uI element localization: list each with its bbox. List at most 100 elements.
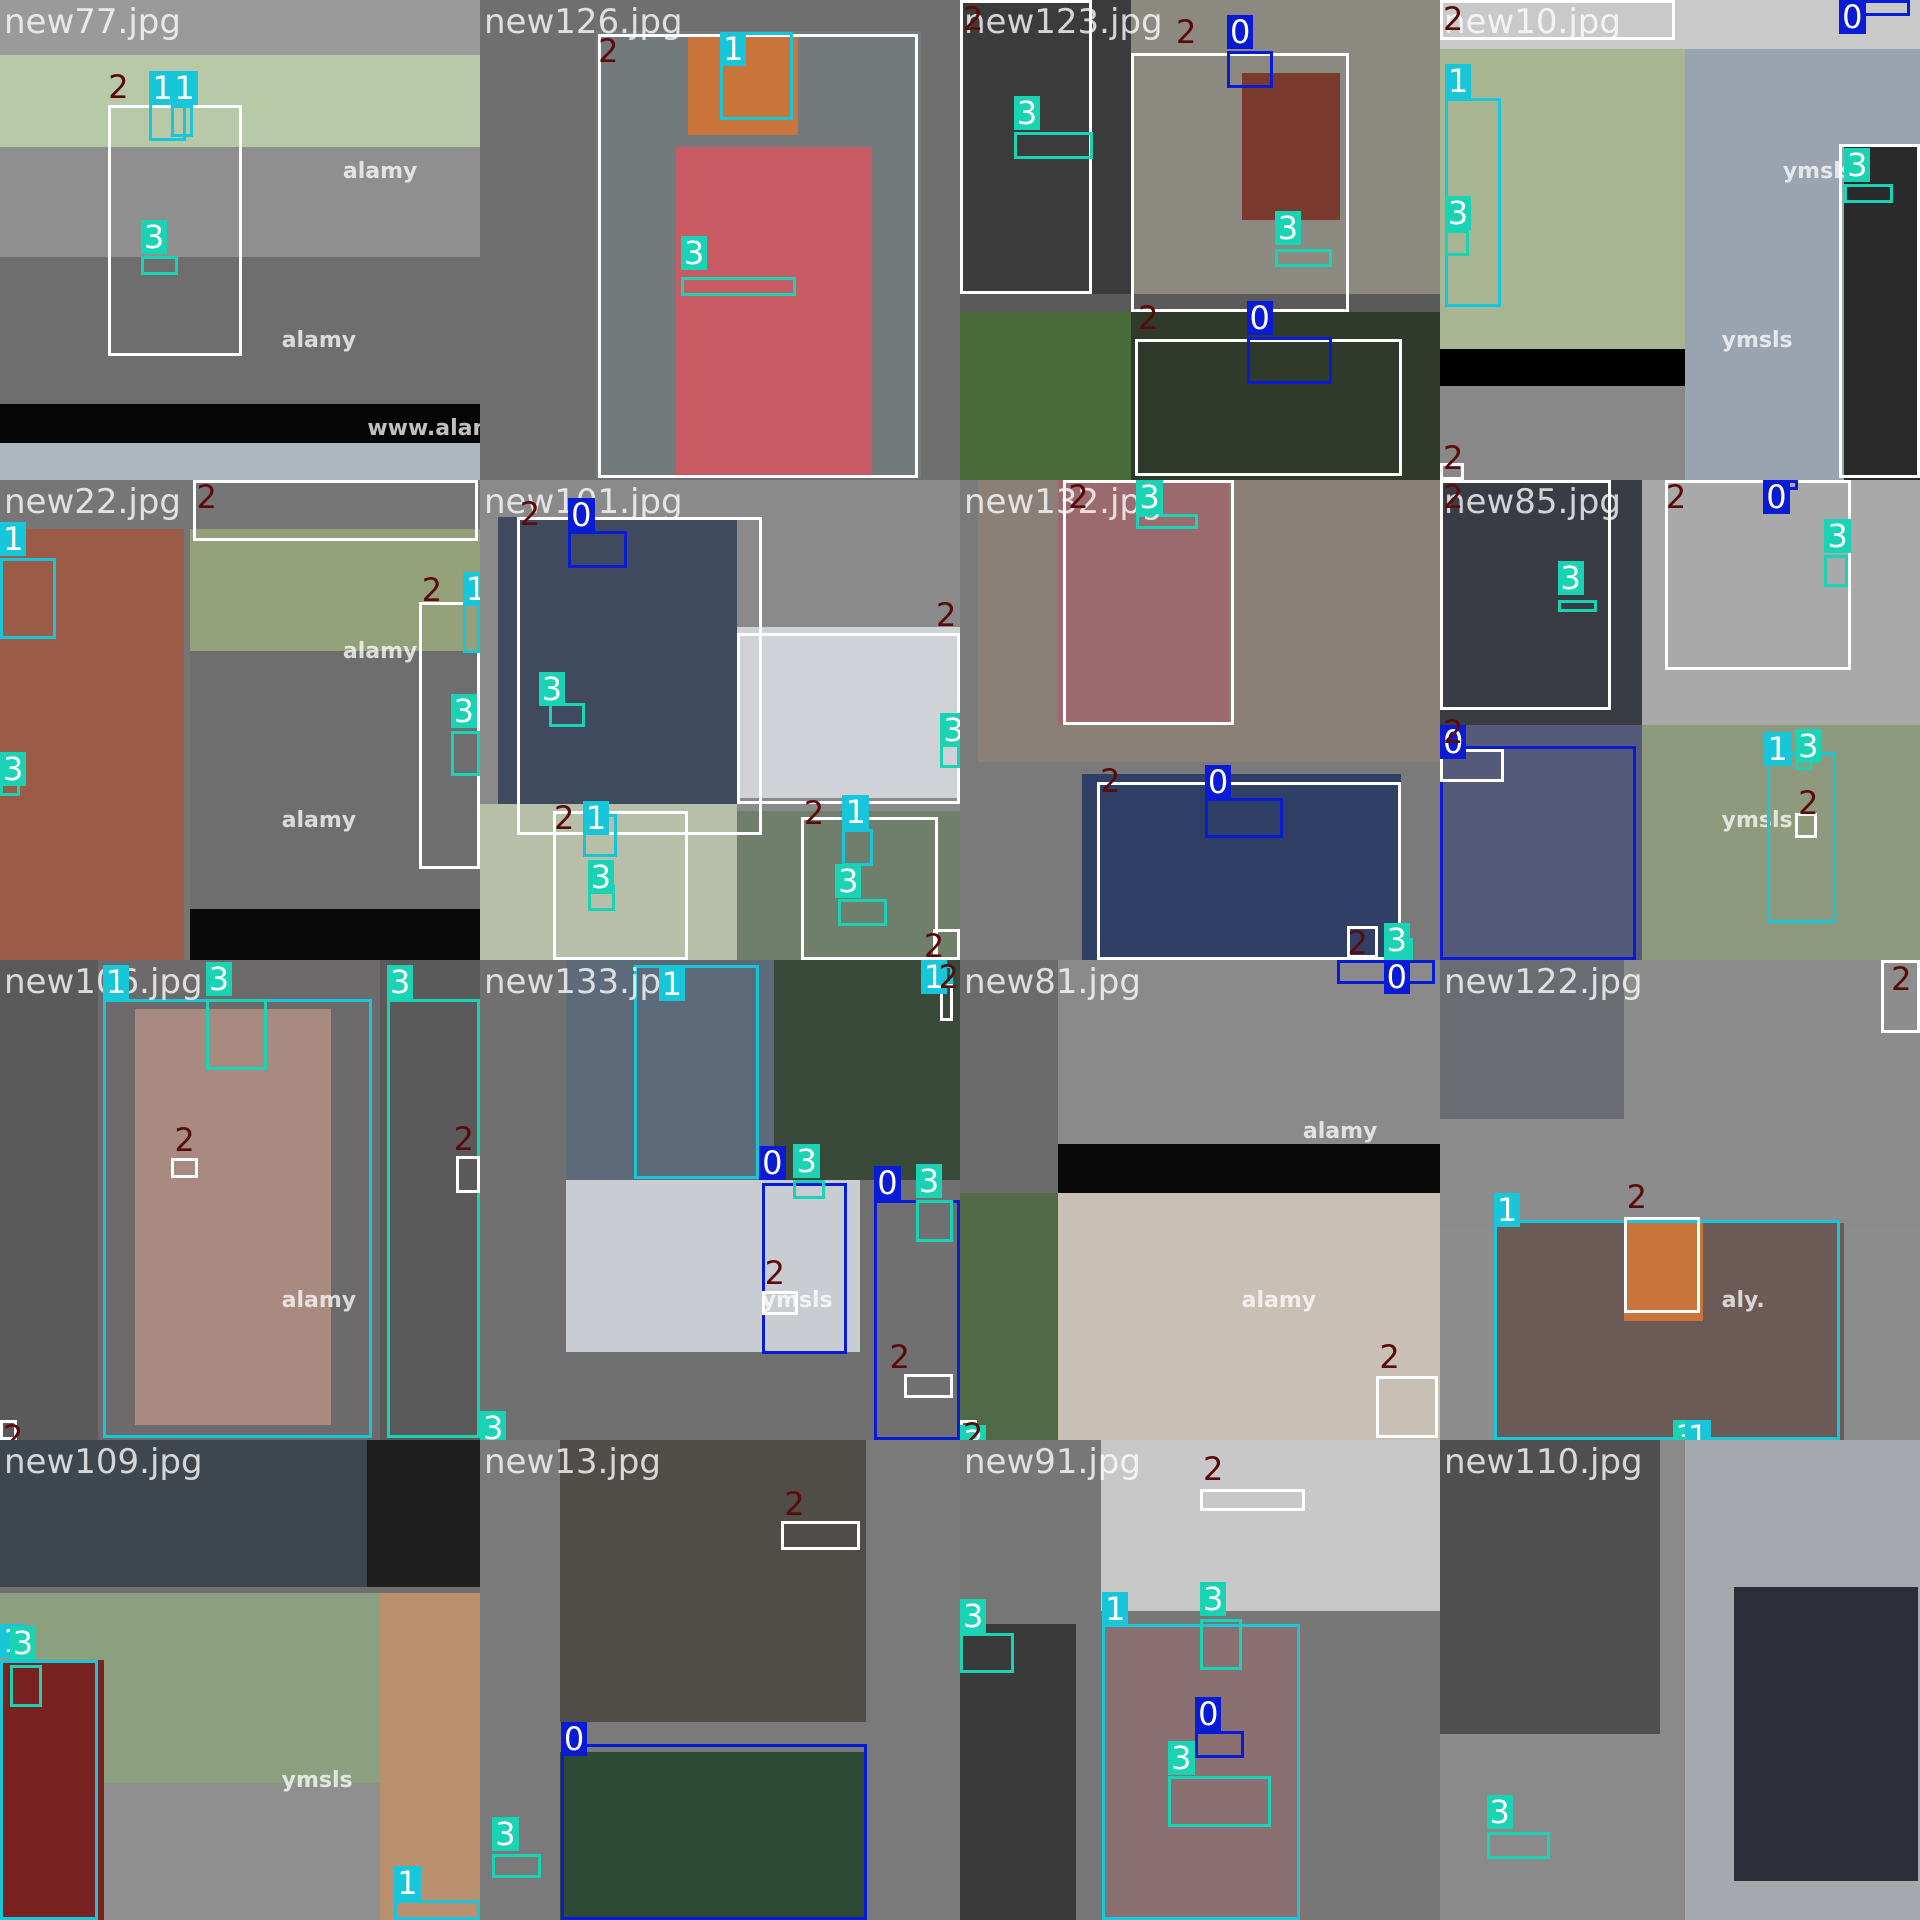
mosaic-tile: new101.jpg203232132132 xyxy=(480,480,960,960)
bbox-class-2 xyxy=(597,34,919,478)
photo-region xyxy=(1440,960,1624,1120)
bbox-class-0 xyxy=(1246,336,1333,385)
bbox-class-label: 2 xyxy=(1443,0,1464,39)
watermark-text: alamy xyxy=(1302,1119,1378,1145)
bbox-class-1 xyxy=(394,1900,480,1920)
bbox-class-1 xyxy=(462,602,480,653)
bbox-class-label: 3 xyxy=(1274,210,1302,245)
photo-region xyxy=(1440,385,1685,480)
bbox-class-label: 2 xyxy=(519,495,541,534)
bbox-class-label: 2 xyxy=(803,793,825,832)
watermark-text: www.alamy.com xyxy=(367,416,480,442)
photo-region xyxy=(559,1752,866,1920)
bbox-class-label: 2 xyxy=(421,571,443,610)
bbox-class-2 xyxy=(1200,1488,1306,1511)
bbox-class-1 xyxy=(842,828,874,866)
mosaic-tile: new85.jpg ymsls 2 3 2 0 3 0 2 1 3 2 xyxy=(1440,480,1920,960)
bbox-class-label: 1 xyxy=(1684,1420,1712,1440)
bbox-class-3 xyxy=(1274,248,1333,267)
bbox-class-3 xyxy=(1486,1831,1551,1859)
bbox-class-label: 3 xyxy=(1844,148,1871,183)
photo-region xyxy=(367,1440,480,1587)
bbox-class-label: 2 xyxy=(1798,784,1819,823)
bbox-class-label: 2 xyxy=(1176,12,1197,51)
bbox-class-label: 2 xyxy=(963,0,984,39)
mosaic-tile: new10.jpgymslsymsls2132203 xyxy=(1440,0,1920,480)
tile-filename: new91.jpg xyxy=(964,1442,1141,1482)
bbox-class-3 xyxy=(960,1633,1014,1673)
bbox-class-1 xyxy=(1493,1219,1841,1440)
photo-region xyxy=(1057,960,1440,1144)
bbox-class-3 xyxy=(680,276,796,297)
bbox-class-2 xyxy=(553,810,689,960)
bbox-class-label: 2 xyxy=(963,1415,984,1440)
bbox-class-label: 2 xyxy=(784,1484,805,1523)
bbox-class-label: 3 xyxy=(587,859,615,894)
photo-region xyxy=(737,626,960,799)
bbox-class-label: 3 xyxy=(205,962,233,997)
photo-region xyxy=(1241,73,1340,221)
photo-region xyxy=(1440,348,1685,386)
bbox-class-label: 0 xyxy=(874,1165,901,1200)
bbox-class-0 xyxy=(1440,745,1636,960)
bbox-class-3 xyxy=(837,898,887,926)
photo-region xyxy=(189,908,480,960)
mosaic-tile: new126.jpg 2 1 3 xyxy=(480,0,960,480)
bbox-class-label: 2 xyxy=(1665,480,1687,516)
bbox-class-label: 3 xyxy=(0,751,27,786)
bbox-class-label: 0 xyxy=(1246,301,1273,336)
bbox-class-label: 2 xyxy=(1379,1337,1400,1376)
photo-region xyxy=(960,0,1132,294)
bbox-class-label: 0 xyxy=(1440,724,1467,759)
bbox-class-2 xyxy=(1135,339,1403,477)
bbox-class-label: 2 xyxy=(938,960,959,996)
bbox-class-label: 1 xyxy=(720,31,747,66)
bbox-class-label: 3 xyxy=(960,1425,987,1440)
bbox-class-label: 3 xyxy=(960,1599,987,1634)
bbox-class-1 xyxy=(0,558,57,640)
bbox-class-label: 1 xyxy=(920,960,948,994)
bbox-class-label: 0 xyxy=(759,1146,786,1181)
bbox-class-label: 3 xyxy=(9,1626,37,1661)
mosaic-tile: new123.jpg 2 3 2 0 3 2 0 xyxy=(960,0,1440,480)
watermark-text: ymsls xyxy=(1721,328,1793,354)
tile-filename: new10.jpg xyxy=(1444,2,1621,42)
bbox-class-3 xyxy=(1168,1775,1271,1827)
bbox-class-label: 2 xyxy=(1443,480,1464,516)
photo-region xyxy=(1057,480,1230,725)
watermark-text: alamy xyxy=(281,808,357,834)
mosaic-tile: new133.jpg ymsls 3 1 1 2 0 3 2 0 3 2 xyxy=(480,960,960,1440)
photo-region xyxy=(1440,1440,1661,1734)
bbox-class-label: 0 xyxy=(568,498,595,533)
bbox-class-label: 2 xyxy=(1626,1178,1648,1217)
bbox-class-1 xyxy=(634,964,760,1180)
bbox-class-0 xyxy=(1204,798,1284,838)
bbox-class-label: 0 xyxy=(1839,0,1866,34)
bbox-class-label: 3 xyxy=(450,694,477,729)
photo-region xyxy=(0,1440,368,1587)
bbox-class-3 xyxy=(1444,230,1470,256)
bbox-class-label: 2 xyxy=(1100,762,1121,801)
bbox-class-2 xyxy=(171,1158,199,1178)
photo-region xyxy=(1733,1586,1918,1881)
tile-filename: new110.jpg xyxy=(1444,1442,1643,1482)
bbox-class-2 xyxy=(761,1290,799,1316)
bbox-class-label: 2 xyxy=(453,1119,474,1158)
tile-filename: new123.jpg xyxy=(964,2,1163,42)
watermark-text: alamy xyxy=(342,639,418,665)
bbox-class-label: 2 xyxy=(764,1254,785,1293)
bbox-class-label: 2 xyxy=(923,927,945,960)
bbox-class-label: 3 xyxy=(538,672,566,707)
bbox-class-2 xyxy=(455,1155,480,1193)
bbox-class-label: 1 xyxy=(658,967,686,1002)
bbox-class-label: 3 xyxy=(1013,95,1041,130)
bbox-class-0 xyxy=(1226,51,1274,89)
bbox-class-3 xyxy=(140,255,178,276)
bbox-class-label: 1 xyxy=(462,571,480,606)
bbox-class-label: 3 xyxy=(1200,1582,1227,1617)
bbox-class-2 xyxy=(737,633,960,805)
bbox-class-2 xyxy=(107,105,243,357)
photo-region xyxy=(0,1660,105,1920)
photo-region xyxy=(960,1623,1077,1920)
